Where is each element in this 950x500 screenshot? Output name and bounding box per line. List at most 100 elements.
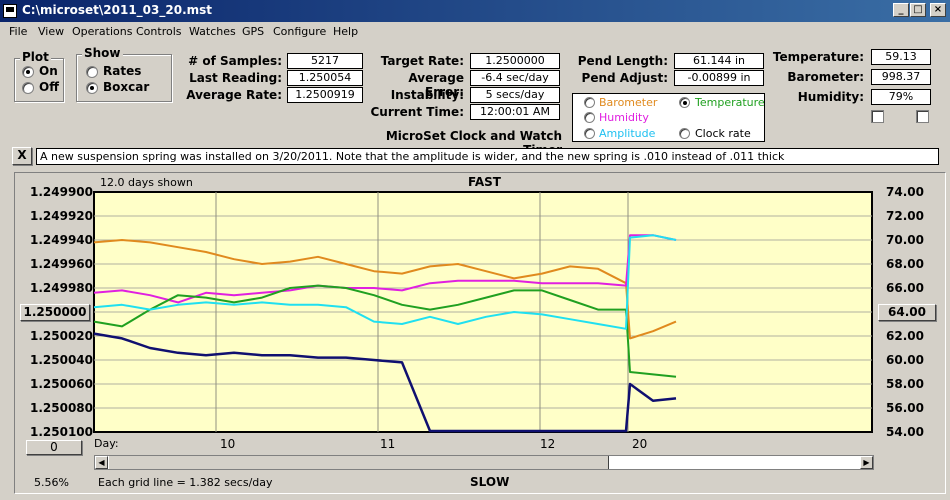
x-tick-label: 11 <box>380 437 396 451</box>
menu-gps[interactable]: GPS <box>242 25 265 38</box>
app-icon <box>3 4 17 18</box>
series-line <box>93 239 677 340</box>
note-close-button[interactable]: X <box>12 147 32 165</box>
y-right-tick-label: 54.00 <box>886 425 924 439</box>
target-rate-label: Target Rate: <box>380 54 464 68</box>
clock-rate-option-label: Clock rate <box>695 127 751 140</box>
y-right-tick-label: 56.00 <box>886 401 924 415</box>
zero-button[interactable]: 0 <box>26 440 82 455</box>
y-left-tick-label: 1.249920 <box>30 209 94 223</box>
show-boxcar-label: Boxcar <box>103 80 150 94</box>
show-boxcar-radio[interactable] <box>86 82 98 94</box>
average-error-field: -6.4 sec/day <box>470 70 560 86</box>
instability-label: Instability: <box>390 88 464 102</box>
series-line <box>93 284 677 378</box>
series-selector: Barometer Temperature Humidity Amplitude… <box>572 93 765 142</box>
window-title: C:\microset\2011_03_20.mst <box>22 3 213 17</box>
y-right-tick-label: 74.00 <box>886 185 924 199</box>
y-left-tick-label: 1.250020 <box>30 329 94 343</box>
checkbox-left[interactable] <box>871 110 884 123</box>
barometer-label: Barometer: <box>787 70 864 84</box>
plot-on-radio[interactable] <box>22 66 34 78</box>
y-right-tick-label: 72.00 <box>886 209 924 223</box>
title-bar[interactable]: C:\microset\2011_03_20.mst _ □ × <box>0 0 950 22</box>
last-reading-field: 1.250054 <box>287 70 363 86</box>
y-right-tick-label: 62.00 <box>886 329 924 343</box>
checkbox-right[interactable] <box>916 110 929 123</box>
plot-off-radio[interactable] <box>22 82 34 94</box>
show-rates-radio[interactable] <box>86 66 98 78</box>
scroll-thumb[interactable] <box>109 456 609 469</box>
barometer-field: 998.37 <box>871 69 931 85</box>
right-center-button[interactable]: 64.00 <box>878 304 936 321</box>
y-right-tick-label: 70.00 <box>886 233 924 247</box>
humidity-option-label: Humidity <box>599 111 649 124</box>
humidity-label: Humidity: <box>797 90 864 104</box>
slow-label: SLOW <box>470 475 510 489</box>
pend-length-label: Pend Length: <box>577 54 668 68</box>
series-line <box>93 234 677 330</box>
average-rate-field: 1.2500919 <box>287 87 363 103</box>
humidity-radio[interactable] <box>584 112 595 123</box>
plot-off-label: Off <box>39 80 59 94</box>
menu-controls[interactable]: Controls <box>136 25 182 38</box>
pend-length-field: 61.144 in <box>674 53 764 69</box>
instability-field: 5 secs/day <box>470 87 560 103</box>
y-left-tick-label: 1.250040 <box>30 353 94 367</box>
grid-note-label: Each grid line = 1.382 secs/day <box>98 476 273 489</box>
time-scrollbar[interactable]: ◀ ▶ <box>94 455 874 470</box>
temperature-label: Temperature: <box>772 50 864 64</box>
y-right-tick-label: 58.00 <box>886 377 924 391</box>
fast-label: FAST <box>468 175 501 189</box>
days-shown-label: 12.0 days shown <box>100 176 193 189</box>
percent-label: 5.56% <box>34 476 69 489</box>
y-right-tick-label: 60.00 <box>886 353 924 367</box>
samples-label: # of Samples: <box>188 54 282 68</box>
y-left-tick-label: 1.249980 <box>30 281 94 295</box>
note-field[interactable]: A new suspension spring was installed on… <box>36 148 939 165</box>
current-time-label: Current Time: <box>370 105 464 119</box>
show-rates-label: Rates <box>103 64 142 78</box>
clock-rate-radio[interactable] <box>679 128 690 139</box>
barometer-radio[interactable] <box>584 97 595 108</box>
average-rate-label: Average Rate: <box>186 88 282 102</box>
samples-field: 5217 <box>287 53 363 69</box>
y-left-tick-label: 1.249960 <box>30 257 94 271</box>
menu-bar: File View Operations Controls Watches GP… <box>0 22 950 42</box>
menu-file[interactable]: File <box>9 25 28 38</box>
menu-view[interactable]: View <box>38 25 65 38</box>
pend-adjust-field: -0.00899 in <box>674 70 764 86</box>
y-left-tick-label: 1.249940 <box>30 233 94 247</box>
plot-on-label: On <box>39 64 58 78</box>
y-left-tick-label: 1.250080 <box>30 401 94 415</box>
current-time-field: 12:00:01 AM <box>470 104 560 120</box>
close-button[interactable]: × <box>930 3 946 17</box>
average-error-label: Average Error: <box>408 71 464 99</box>
menu-operations[interactable]: Operations <box>72 25 133 38</box>
scroll-right-arrow[interactable]: ▶ <box>860 456 873 469</box>
series-line <box>93 332 677 433</box>
y-left-tick-label: 1.250100 <box>30 425 94 439</box>
show-group <box>76 54 172 102</box>
menu-watches[interactable]: Watches <box>189 25 236 38</box>
amplitude-radio[interactable] <box>584 128 595 139</box>
temperature-option-label: Temperature <box>695 96 765 109</box>
left-center-button[interactable]: 1.250000 <box>20 304 90 321</box>
amplitude-option-label: Amplitude <box>599 127 656 140</box>
menu-configure[interactable]: Configure <box>273 25 327 38</box>
x-tick-label: 20 <box>632 437 648 451</box>
y-right-tick-label: 66.00 <box>886 281 924 295</box>
target-rate-field: 1.2500000 <box>470 53 560 69</box>
barometer-option-label: Barometer <box>599 96 658 109</box>
plot-group-title: Plot <box>20 50 51 64</box>
maximize-button[interactable]: □ <box>910 3 926 17</box>
temperature-radio[interactable] <box>679 97 690 108</box>
x-axis-label: Day: <box>94 437 119 450</box>
minimize-button[interactable]: _ <box>893 3 909 17</box>
menu-help[interactable]: Help <box>333 25 359 38</box>
scroll-left-arrow[interactable]: ◀ <box>95 456 108 469</box>
y-left-tick-label: 1.250060 <box>30 377 94 391</box>
pend-adjust-label: Pend Adjust: <box>581 71 668 85</box>
